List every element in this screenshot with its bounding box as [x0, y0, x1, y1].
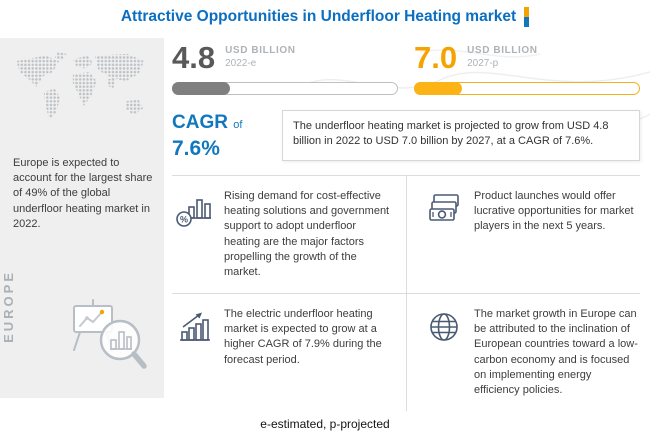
title-accent: [524, 7, 530, 27]
title-accent-orange: [524, 7, 530, 17]
progress-bar-2027: [414, 82, 640, 95]
svg-text:%: %: [180, 215, 188, 225]
period-label-2027: 2027-p: [467, 58, 499, 69]
insight-electric-segment-text: The electric underfloor heating market i…: [224, 308, 382, 366]
growth-chart-icon: [180, 312, 210, 341]
progress-fill-2022: [172, 82, 230, 95]
insight-drivers: % Rising demand for cost-effective heati…: [172, 175, 406, 293]
world-map-graphic: [16, 52, 145, 120]
market-size-2027: 7.0: [414, 40, 458, 75]
cagr-block: CAGR of 7.6%: [172, 110, 270, 161]
cagr-summary-row: CAGR of 7.6% The underfloor heating mark…: [172, 110, 640, 161]
stats-row: 4.8 USD BILLION 2022-e 7.0 USD BILLION 2…: [172, 42, 640, 95]
unit-label-2027: USD BILLION: [467, 45, 538, 56]
insights-grid: % Rising demand for cost-effective heati…: [172, 175, 640, 412]
insight-product-launches-text: Product launches would offer lucrative o…: [474, 190, 634, 233]
globe-icon: [430, 313, 458, 341]
stat-2027: 7.0 USD BILLION 2027-p: [414, 42, 640, 95]
period-label-2022: 2022-e: [225, 58, 257, 69]
progress-bar-2022: [172, 82, 398, 95]
insight-europe-growth-text: The market growth in Europe can be attri…: [474, 308, 638, 396]
main-content: 4.8 USD BILLION 2022-e 7.0 USD BILLION 2…: [172, 42, 640, 412]
banknotes-icon: [429, 194, 459, 221]
unit-label-2022: USD BILLION: [225, 45, 296, 56]
europe-share-text: Europe is expected to account for the la…: [13, 157, 153, 230]
cagr-value: 7.6%: [172, 137, 220, 160]
progress-fill-2027: [414, 82, 462, 95]
insight-electric-segment: The electric underfloor heating market i…: [172, 293, 406, 411]
region-label: EUROPE: [1, 270, 16, 343]
insight-drivers-text: Rising demand for cost-effective heating…: [224, 190, 390, 278]
cagr-of-label: of: [233, 119, 243, 131]
footnote: e-estimated, p-projected: [260, 417, 390, 431]
market-size-2022: 4.8: [172, 40, 216, 75]
magnifier-chart-icon: [73, 299, 147, 369]
europe-panel: Europe is expected to account for the la…: [0, 38, 164, 398]
market-summary-box: The underfloor heating market is project…: [282, 110, 640, 161]
cagr-label: CAGR: [172, 112, 228, 133]
insight-europe-growth: The market growth in Europe can be attri…: [406, 293, 640, 411]
title-row: Attractive Opportunities in Underfloor H…: [0, 7, 650, 27]
title-accent-blue: [524, 17, 530, 27]
page-title: Attractive Opportunities in Underfloor H…: [120, 8, 517, 25]
bar-chart-percent-icon: %: [176, 199, 211, 227]
insight-product-launches: Product launches would offer lucrative o…: [406, 175, 640, 293]
stat-2022: 4.8 USD BILLION 2022-e: [172, 42, 398, 95]
